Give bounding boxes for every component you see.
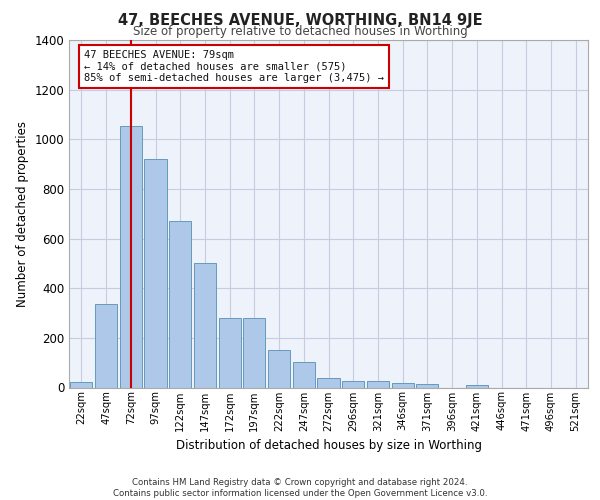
X-axis label: Distribution of detached houses by size in Worthing: Distribution of detached houses by size … bbox=[176, 439, 482, 452]
Bar bbox=[317, 378, 340, 388]
Bar bbox=[293, 362, 315, 388]
Y-axis label: Number of detached properties: Number of detached properties bbox=[16, 120, 29, 306]
Bar bbox=[342, 382, 364, 388]
Bar bbox=[70, 382, 92, 388]
Bar bbox=[466, 384, 488, 388]
Bar bbox=[367, 382, 389, 388]
Text: 47, BEECHES AVENUE, WORTHING, BN14 9JE: 47, BEECHES AVENUE, WORTHING, BN14 9JE bbox=[118, 12, 482, 28]
Text: Size of property relative to detached houses in Worthing: Size of property relative to detached ho… bbox=[133, 25, 467, 38]
Bar bbox=[416, 384, 439, 388]
Bar bbox=[392, 382, 414, 388]
Bar bbox=[95, 304, 117, 388]
Bar bbox=[218, 318, 241, 388]
Bar bbox=[119, 126, 142, 388]
Bar bbox=[268, 350, 290, 388]
Bar bbox=[169, 221, 191, 388]
Bar bbox=[145, 159, 167, 388]
Text: Contains HM Land Registry data © Crown copyright and database right 2024.
Contai: Contains HM Land Registry data © Crown c… bbox=[113, 478, 487, 498]
Bar bbox=[243, 318, 265, 388]
Bar bbox=[194, 264, 216, 388]
Text: 47 BEECHES AVENUE: 79sqm
← 14% of detached houses are smaller (575)
85% of semi-: 47 BEECHES AVENUE: 79sqm ← 14% of detach… bbox=[84, 50, 384, 83]
